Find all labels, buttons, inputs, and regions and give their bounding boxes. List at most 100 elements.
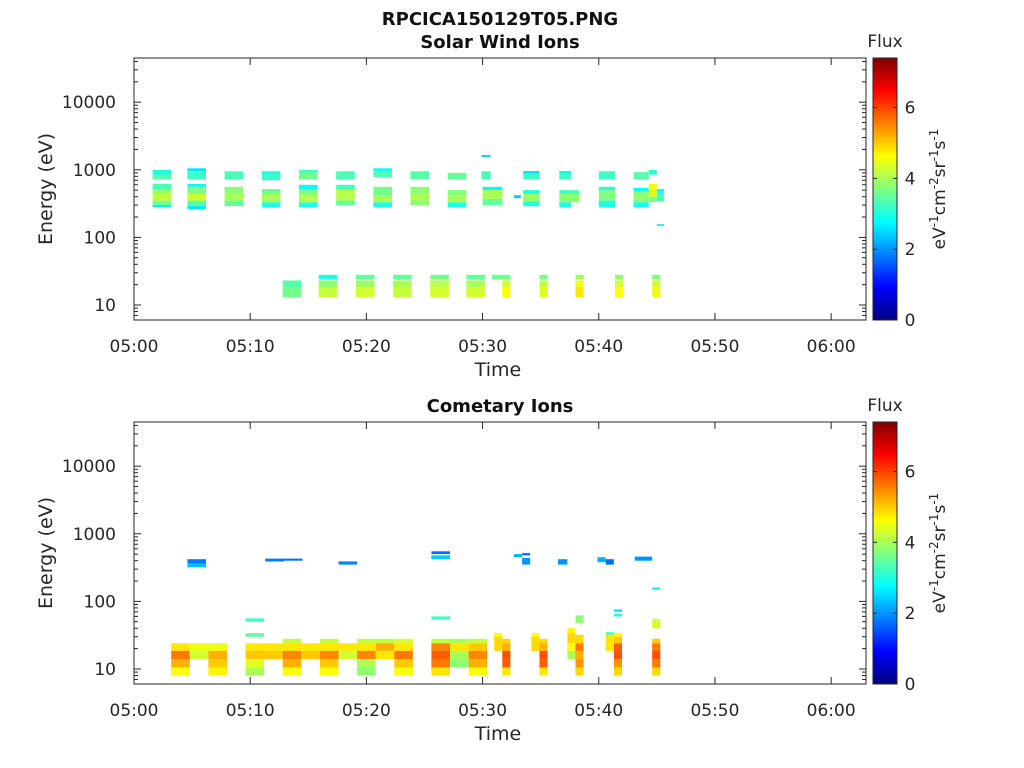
- x-axis-label: Time: [474, 359, 522, 381]
- heatmap-cell: [558, 559, 568, 565]
- heatmap-cell: [410, 186, 430, 194]
- heatmap-cell: [559, 193, 571, 203]
- heatmap-cell: [431, 551, 450, 555]
- heatmap-cell: [393, 286, 412, 298]
- heatmap-cell: [152, 205, 172, 208]
- heatmap-cell: [187, 186, 206, 194]
- heatmap-cell: [613, 633, 622, 637]
- heatmap-cell: [431, 643, 450, 651]
- colorbar-unit-label: eV-1cm-2sr-1s-1: [927, 493, 950, 614]
- heatmap-cell: [648, 196, 657, 203]
- heatmap-cell: [301, 650, 320, 660]
- heatmap-cell: [245, 667, 265, 676]
- heatmap-cell: [338, 650, 358, 660]
- heatmap-cell: [282, 667, 302, 676]
- heatmap-cell: [652, 650, 661, 660]
- heatmap-cell: [261, 202, 281, 208]
- heatmap-cell: [447, 190, 467, 196]
- heatmap-cell: [318, 280, 338, 287]
- heatmap-cell: [652, 667, 661, 676]
- heatmap-cell: [282, 659, 302, 668]
- heatmap-cell: [357, 667, 376, 676]
- heatmap-cell: [633, 187, 649, 192]
- colorbar-tick-label: 4: [905, 169, 916, 189]
- heatmap-cell: [652, 280, 661, 287]
- heatmap-cell: [539, 643, 548, 651]
- heatmap-cell: [575, 650, 584, 660]
- heatmap-cell: [171, 659, 190, 668]
- x-tick-label: 05:30: [458, 337, 507, 357]
- heatmap-cell: [430, 280, 449, 287]
- heatmap-cell: [613, 636, 622, 644]
- heatmap-cell: [208, 643, 227, 651]
- heatmap-cell: [559, 202, 571, 208]
- heatmap-cell: [447, 195, 467, 203]
- heatmap-cell: [597, 557, 606, 563]
- heatmap-cell: [539, 667, 548, 676]
- heatmap-cell: [187, 206, 206, 210]
- heatmap-cell: [430, 286, 449, 298]
- x-tick-label: 05:00: [110, 701, 159, 721]
- heatmap-cell: [656, 189, 664, 194]
- heatmap-cell: [613, 613, 622, 617]
- colorbar-tick-label: 0: [905, 311, 916, 331]
- heatmap-cell: [523, 193, 540, 202]
- heatmap-cell: [282, 638, 302, 644]
- heatmap-cell: [187, 171, 206, 180]
- heatmap-cell: [502, 638, 511, 644]
- heatmap-cell: [336, 189, 355, 201]
- heatmap-cell: [224, 193, 244, 201]
- heatmap-cell: [482, 190, 503, 199]
- heatmap-cell: [373, 171, 392, 178]
- heatmap-cell: [598, 171, 616, 180]
- heatmap-cell: [283, 558, 303, 561]
- cometary-ions-panel: Cometary Ions 05:00 05:10 05:20 05:30 05:40 05…: [35, 396, 950, 745]
- heatmap-cell: [355, 274, 375, 280]
- heatmap-cell: [502, 650, 511, 660]
- heatmap-cell: [539, 286, 548, 298]
- heatmap-cell: [468, 643, 488, 651]
- heatmap-cell: [152, 193, 172, 201]
- y-axis-label: Energy (eV): [35, 497, 57, 609]
- heatmap-cell: [648, 183, 657, 189]
- x-tick-label: 05:50: [690, 701, 739, 721]
- heatmap-cell: [522, 553, 531, 556]
- x-tick-label: 06:00: [807, 701, 856, 721]
- heatmap-cell: [187, 563, 206, 568]
- heatmap-cell: [513, 554, 522, 558]
- heatmap-cell: [152, 174, 172, 180]
- heatmap-cell: [224, 171, 244, 180]
- heatmap-cell: [319, 667, 339, 676]
- heatmap-cell: [338, 561, 358, 565]
- heatmap-cell: [466, 286, 485, 298]
- heatmap-cell: [431, 667, 450, 676]
- heatmap-cell: [245, 633, 265, 637]
- heatmap-cell: [264, 643, 283, 651]
- heatmap-cell: [652, 638, 661, 644]
- heatmap-cell: [652, 587, 661, 590]
- heatmap-cell: [393, 280, 412, 287]
- heatmap-cell: [613, 650, 622, 660]
- heatmap-cell: [431, 650, 450, 660]
- heatmap-cell: [652, 618, 661, 629]
- x-tick-label: 05:40: [574, 337, 623, 357]
- heatmap-cell: [494, 636, 503, 651]
- heatmap-cell: [299, 195, 318, 203]
- heatmap-cell: [410, 171, 430, 180]
- heatmap-cell: [633, 191, 649, 203]
- heatmap-cell: [224, 186, 244, 194]
- heatmap-cell: [355, 286, 375, 298]
- heatmap-cell: [482, 199, 503, 206]
- heatmap-cell: [245, 659, 265, 668]
- heatmap-cell: [615, 280, 624, 287]
- y-tick-label: 10: [94, 660, 116, 680]
- heatmap-cell: [152, 189, 172, 194]
- heatmap-cell: [187, 183, 206, 187]
- heatmap-cell: [282, 280, 302, 287]
- panel-title: Solar Wind Ions: [420, 32, 579, 53]
- heatmap-cell: [605, 559, 614, 565]
- colorbar: [872, 57, 898, 321]
- heatmap-cell: [502, 286, 511, 298]
- heatmap-cell: [615, 274, 624, 280]
